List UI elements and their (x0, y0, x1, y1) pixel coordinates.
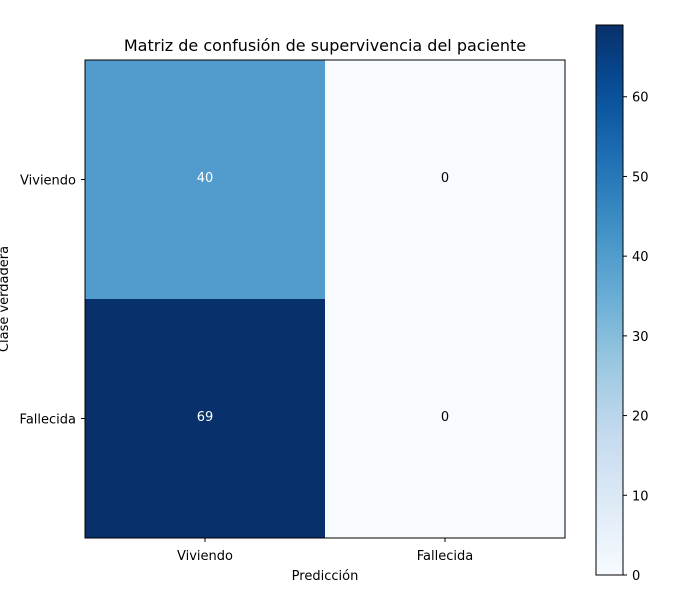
x-axis: Viviendo Fallecida (177, 538, 473, 564)
colorbar-tick-label: 50 (632, 170, 649, 185)
heatmap-cell (325, 60, 565, 299)
plot-frame (84, 59, 566, 539)
colorbar-tick-label: 10 (632, 489, 649, 504)
colorbar (596, 25, 623, 575)
cell-value-labels: 40 0 69 0 (197, 171, 449, 425)
colorbar-frame (595, 24, 624, 576)
cell-value-label: 0 (441, 410, 449, 425)
heatmap-cell (85, 299, 325, 538)
cell-value-label: 69 (197, 410, 214, 425)
y-tick-label: Fallecida (20, 413, 76, 428)
x-tick-label: Fallecida (417, 549, 473, 564)
colorbar-tick-label: 60 (632, 91, 649, 106)
x-tick-label: Viviendo (177, 549, 233, 564)
colorbar-tick-label: 30 (632, 330, 649, 345)
colorbar-tick-label: 0 (632, 569, 640, 584)
y-tick-label: Viviendo (20, 174, 76, 189)
heatmap-cell (325, 299, 565, 538)
cell-value-label: 0 (441, 171, 449, 186)
y-axis-label: Clase verdadera (0, 246, 12, 352)
colorbar-tick-label: 40 (632, 250, 649, 265)
cell-value-label: 40 (197, 171, 214, 186)
colorbar-ticks: 0 10 20 30 40 50 60 (623, 91, 649, 584)
chart-title: Matriz de confusión de supervivencia del… (124, 36, 526, 55)
heatmap-cells (85, 60, 565, 538)
y-axis: Viviendo Fallecida (20, 174, 85, 428)
colorbar-tick-label: 20 (632, 410, 649, 425)
heatmap-cell (85, 60, 325, 299)
x-axis-label: Predicción (292, 569, 359, 584)
